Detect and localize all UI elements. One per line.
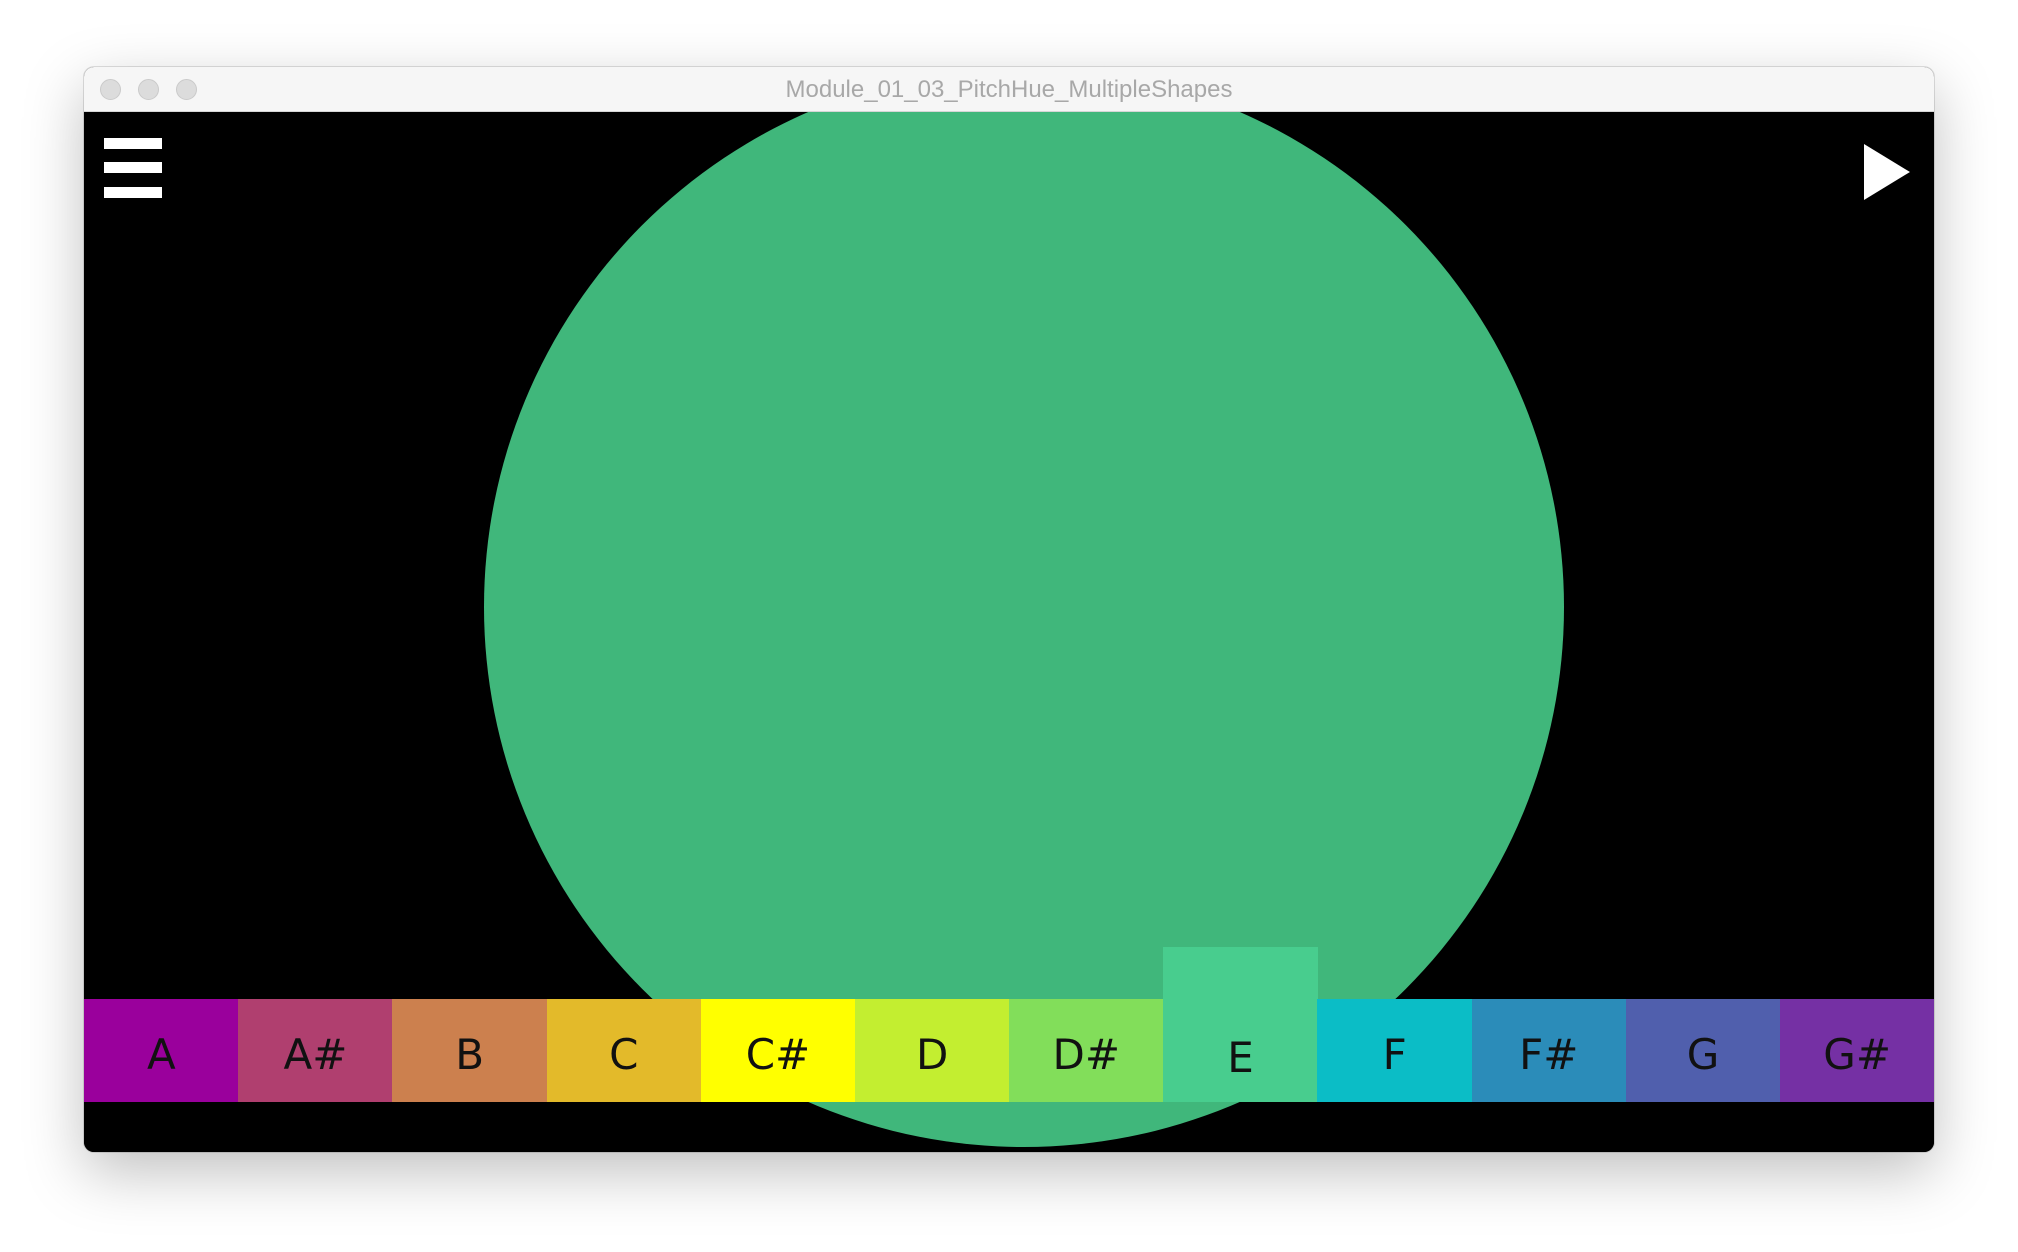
- pitch-key-label: C#: [745, 1030, 811, 1079]
- pitch-key-d-sharp[interactable]: D#: [1009, 999, 1164, 1102]
- pitch-key-label: G: [1686, 1030, 1720, 1079]
- app-window: Module_01_03_PitchHue_MultipleShapes A A#…: [84, 67, 1934, 1152]
- pitch-key-a[interactable]: A: [84, 999, 239, 1102]
- title-bar: Module_01_03_PitchHue_MultipleShapes: [84, 67, 1934, 112]
- minimize-window-button[interactable]: [138, 79, 159, 100]
- pitch-key-bar: A A# B C C# D D# E F F# G G#: [84, 947, 1934, 1102]
- pitch-key-label: C: [609, 1030, 639, 1079]
- pitch-key-g[interactable]: G: [1625, 999, 1781, 1102]
- sketch-canvas[interactable]: A A# B C C# D D# E F F# G G#: [84, 112, 1934, 1152]
- pitch-key-label: G#: [1823, 1030, 1892, 1079]
- hamburger-menu-icon[interactable]: [104, 138, 162, 198]
- pitch-key-c[interactable]: C: [546, 999, 702, 1102]
- pitch-key-label: F#: [1519, 1030, 1579, 1079]
- pitch-key-label: A#: [283, 1030, 348, 1079]
- pitch-key-label: F: [1382, 1030, 1407, 1079]
- pitch-key-label: D: [915, 1030, 949, 1079]
- pitch-key-c-sharp[interactable]: C#: [700, 999, 856, 1102]
- pitch-key-f[interactable]: F: [1317, 999, 1472, 1102]
- play-icon[interactable]: [1864, 144, 1912, 200]
- pitch-circle-shape: [484, 112, 1564, 1147]
- pitch-key-e[interactable]: E: [1163, 947, 1318, 1102]
- pitch-key-label: A: [146, 1030, 176, 1079]
- pitch-key-g-sharp[interactable]: G#: [1779, 999, 1934, 1102]
- window-title: Module_01_03_PitchHue_MultipleShapes: [785, 76, 1233, 103]
- close-window-button[interactable]: [100, 79, 121, 100]
- pitch-key-a-sharp[interactable]: A#: [238, 999, 393, 1102]
- pitch-key-label: E: [1227, 1033, 1254, 1082]
- pitch-key-label: D#: [1052, 1030, 1121, 1079]
- pitch-key-d[interactable]: D: [854, 999, 1010, 1102]
- pitch-key-f-sharp[interactable]: F#: [1471, 999, 1627, 1102]
- pitch-key-b[interactable]: B: [392, 999, 547, 1102]
- pitch-key-label: B: [455, 1030, 485, 1079]
- zoom-window-button[interactable]: [176, 79, 197, 100]
